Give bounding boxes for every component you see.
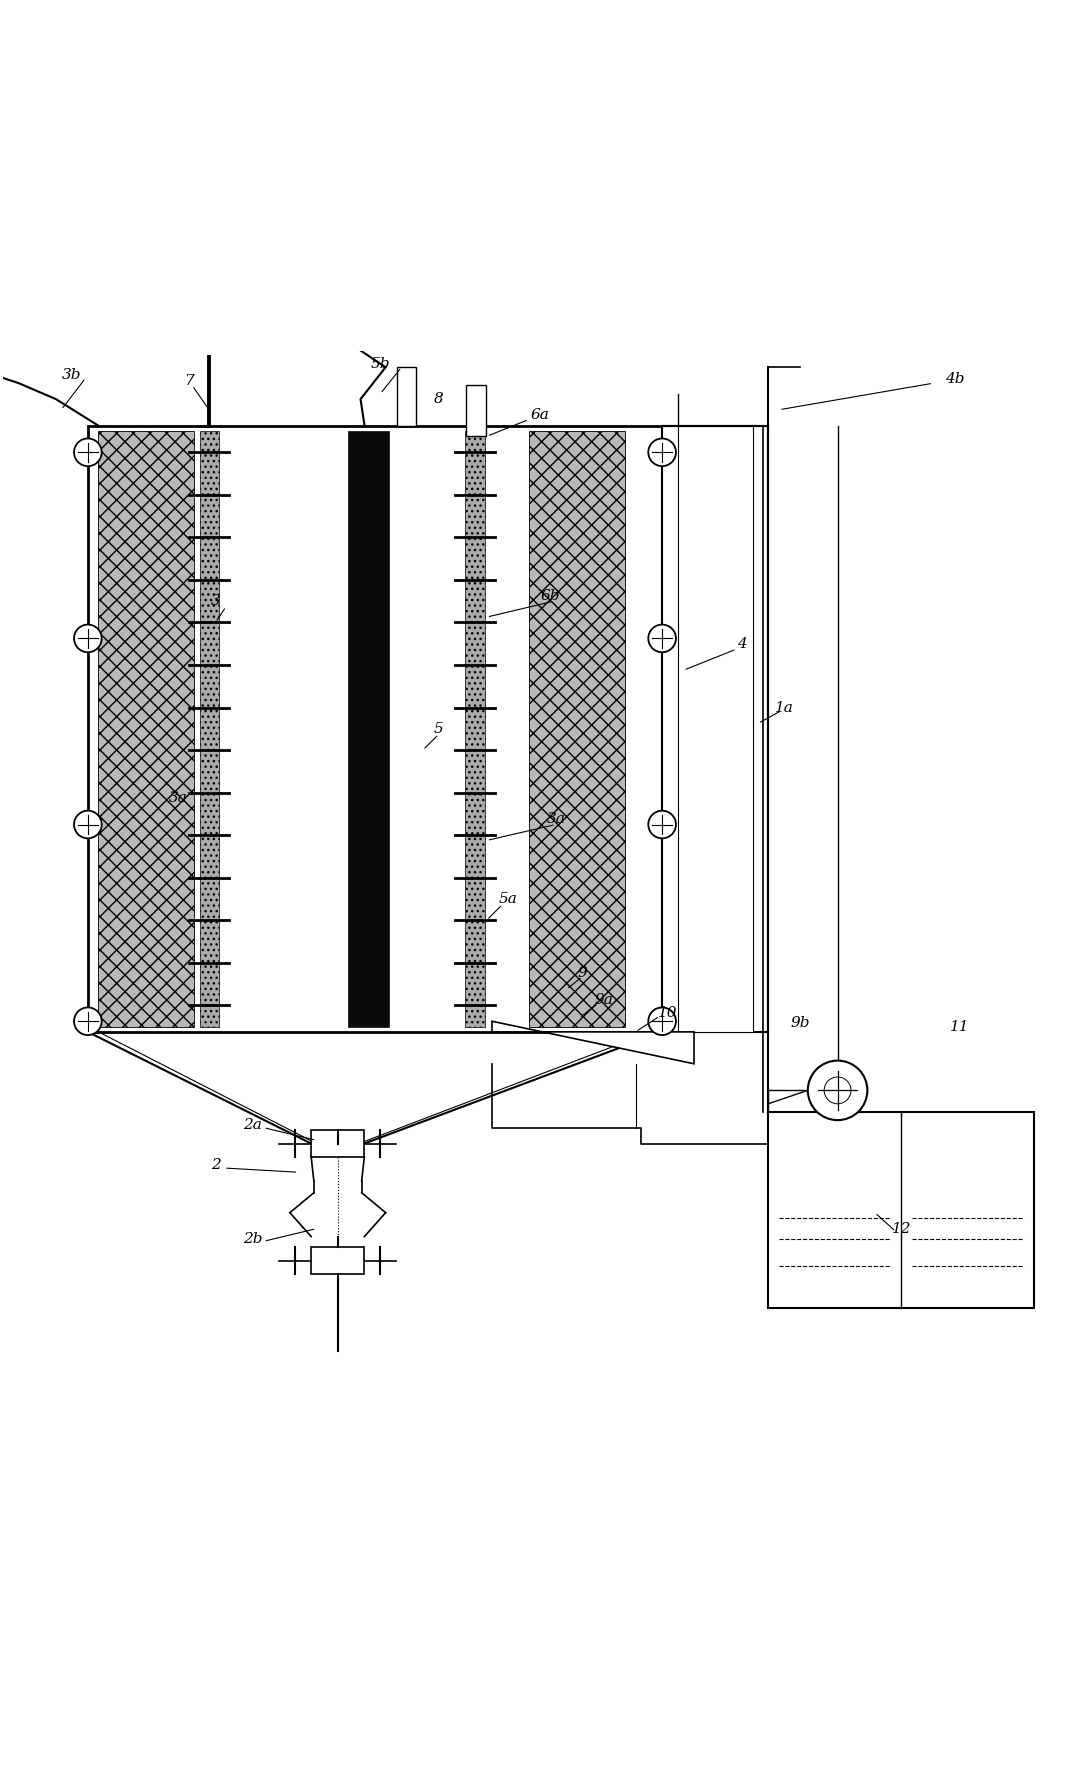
Text: 2a: 2a — [244, 1118, 262, 1132]
Circle shape — [648, 438, 676, 466]
Text: 9a: 9a — [594, 992, 613, 1007]
Bar — [769, 1111, 1035, 1309]
Text: 3: 3 — [211, 593, 220, 608]
Text: 1a: 1a — [775, 701, 794, 715]
Circle shape — [648, 1007, 676, 1035]
Bar — [98, 431, 195, 1026]
Text: 5a: 5a — [498, 892, 517, 906]
Text: 5b: 5b — [371, 357, 390, 371]
Circle shape — [808, 1061, 867, 1120]
Bar — [529, 431, 625, 1026]
Text: 7: 7 — [184, 374, 193, 389]
Text: 3b: 3b — [62, 367, 81, 381]
Bar — [311, 1247, 365, 1273]
Text: 5: 5 — [434, 722, 444, 736]
Circle shape — [74, 625, 102, 652]
Text: 9: 9 — [577, 966, 587, 980]
Bar — [678, 426, 753, 1031]
Text: 4b: 4b — [945, 373, 964, 387]
Bar — [348, 431, 389, 1026]
Text: 6b: 6b — [541, 588, 560, 602]
Circle shape — [74, 1007, 102, 1035]
Circle shape — [74, 438, 102, 466]
Text: 12: 12 — [892, 1222, 911, 1236]
Bar — [662, 426, 769, 1031]
Text: 2b: 2b — [243, 1233, 262, 1247]
Bar — [200, 431, 219, 1026]
Circle shape — [74, 811, 102, 839]
Circle shape — [648, 625, 676, 652]
Text: 6a: 6a — [530, 408, 549, 422]
Polygon shape — [492, 1021, 694, 1063]
Text: 9b: 9b — [791, 1017, 810, 1030]
Bar — [88, 426, 662, 1031]
Text: 10: 10 — [657, 1007, 677, 1019]
Text: 4: 4 — [737, 638, 747, 650]
Text: 8: 8 — [434, 392, 444, 406]
Bar — [398, 367, 417, 426]
Text: 3a: 3a — [169, 791, 188, 805]
Bar — [466, 385, 485, 436]
Text: 11: 11 — [950, 1019, 970, 1033]
Bar — [465, 431, 484, 1026]
Bar — [311, 1130, 365, 1157]
Circle shape — [648, 811, 676, 839]
Text: 3a: 3a — [546, 812, 566, 826]
Text: 2: 2 — [211, 1158, 220, 1173]
